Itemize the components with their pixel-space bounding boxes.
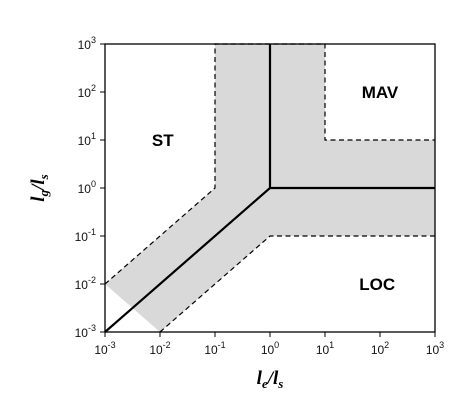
y-label-sub-1: g xyxy=(36,189,51,197)
band-lower-edge xyxy=(159,235,435,333)
axis-ticks: 10-310-3 10-2 10-2 10-1 10-1 100 100 101 101 102 1… xyxy=(75,35,445,357)
y-label-main-2: l xyxy=(28,179,49,185)
x-tick-label: 100 xyxy=(261,340,279,357)
x-label-main-2: l xyxy=(273,368,279,389)
y-tick-label: 10-3 xyxy=(75,323,96,340)
x-tick-label: 10-3 xyxy=(94,340,115,357)
x-tick-label: 102 xyxy=(371,340,389,357)
x-label-main: l xyxy=(257,368,263,389)
x-tick-label: 10-1 xyxy=(204,340,225,357)
phase-boundary xyxy=(104,44,435,333)
region-label-loc: LOC xyxy=(359,275,395,294)
y-tick-label: 101 xyxy=(78,131,96,148)
x-label-sub-2: s xyxy=(277,376,283,391)
region-labels: ST MAV LOC xyxy=(152,83,399,294)
y-tick-label: 100 xyxy=(78,179,96,196)
y-tick-label: 10-2 xyxy=(75,275,96,292)
y-axis-label: lg/ls xyxy=(28,174,51,201)
y-label-slash: / xyxy=(28,183,49,192)
y-label-sub-2: s xyxy=(36,174,51,180)
x-axis-label: le/ls xyxy=(257,368,284,391)
x-tick-label: 10-2 xyxy=(149,340,170,357)
boundary-line xyxy=(104,44,435,333)
y-tick-label: 102 xyxy=(78,83,96,100)
x-tick-label: 101 xyxy=(316,340,334,357)
x-tick-label: 103 xyxy=(426,340,444,357)
y-label-main: l xyxy=(28,196,49,202)
y-tick-label: 10-1 xyxy=(75,227,96,244)
region-label-st: ST xyxy=(152,131,174,150)
x-label-slash: / xyxy=(266,368,275,389)
region-label-mav: MAV xyxy=(362,83,399,102)
x-label-sub-1: e xyxy=(262,376,268,391)
y-tick-label: 103 xyxy=(78,35,96,52)
